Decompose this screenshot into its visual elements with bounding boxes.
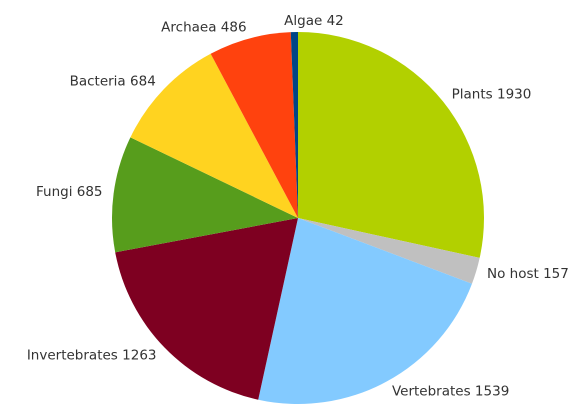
slice-label: Invertebrates 1263 bbox=[27, 347, 157, 363]
slice-value: 1930 bbox=[497, 86, 531, 102]
slice-value: 684 bbox=[130, 73, 156, 89]
slice-value: 1263 bbox=[122, 347, 156, 363]
slice-label: Vertebrates 1539 bbox=[392, 383, 509, 399]
slice-category: Vertebrates bbox=[392, 383, 471, 399]
slice-label: No host 157 bbox=[487, 266, 569, 282]
pie-slice bbox=[210, 32, 298, 218]
slice-value: 42 bbox=[327, 13, 344, 29]
slice-category: Archaea bbox=[161, 20, 216, 36]
slice-category: Algae bbox=[284, 13, 322, 29]
slice-label: Algae 42 bbox=[284, 13, 344, 29]
pie-slice bbox=[130, 53, 298, 219]
slice-category: Invertebrates bbox=[27, 347, 118, 363]
slice-category: Plants bbox=[452, 86, 493, 102]
pie-slice bbox=[115, 218, 298, 400]
slice-label: Fungi 685 bbox=[36, 184, 103, 200]
slice-value: 685 bbox=[77, 184, 103, 200]
slice-value: 1539 bbox=[475, 383, 509, 399]
slice-category: No host bbox=[487, 266, 539, 282]
pie-slice bbox=[298, 32, 484, 258]
slice-value: 486 bbox=[221, 20, 247, 36]
pie-slice bbox=[258, 218, 472, 404]
slice-value: 157 bbox=[543, 266, 569, 282]
pie-slice bbox=[112, 137, 298, 253]
pie-slice bbox=[298, 218, 480, 284]
slice-label: Bacteria 684 bbox=[70, 73, 156, 89]
slice-label: Plants 1930 bbox=[452, 86, 532, 102]
pie-slice bbox=[290, 32, 298, 218]
slice-category: Bacteria bbox=[70, 73, 126, 89]
slice-category: Fungi bbox=[36, 184, 72, 200]
slice-label: Archaea 486 bbox=[161, 20, 246, 36]
